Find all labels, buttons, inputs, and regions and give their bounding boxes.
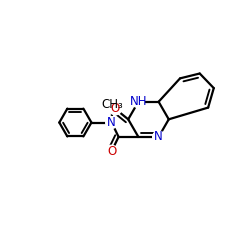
Text: NH: NH — [130, 95, 147, 108]
Circle shape — [110, 103, 121, 115]
Text: N: N — [154, 130, 163, 143]
Circle shape — [132, 96, 144, 108]
Text: CH₃: CH₃ — [102, 98, 123, 111]
Circle shape — [106, 145, 118, 157]
Text: N: N — [107, 116, 116, 129]
Circle shape — [106, 99, 118, 111]
Text: O: O — [107, 145, 116, 158]
Circle shape — [153, 131, 164, 143]
Text: O: O — [111, 102, 120, 116]
Circle shape — [106, 116, 118, 128]
